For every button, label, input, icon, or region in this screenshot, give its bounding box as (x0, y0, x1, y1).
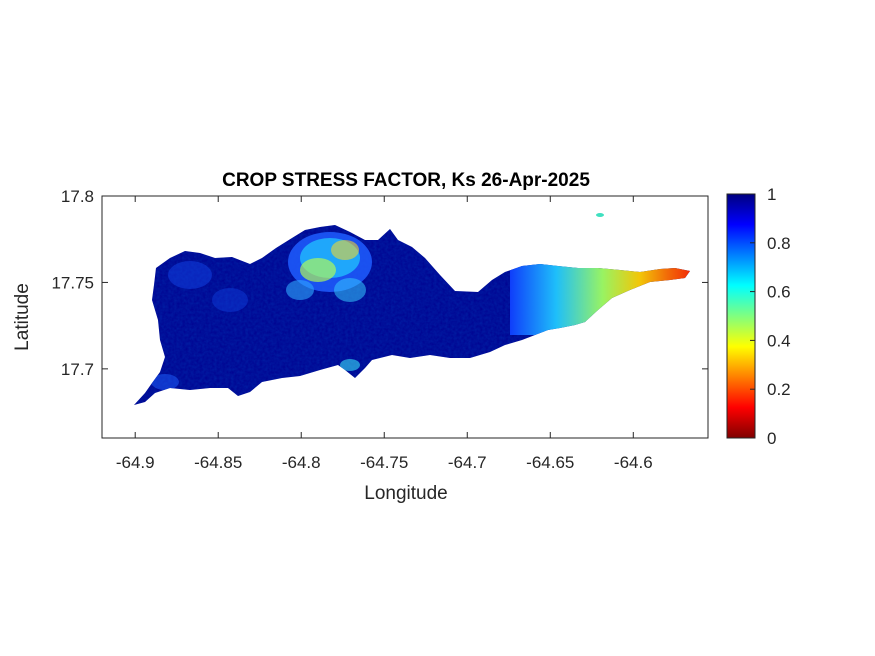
x-axis-ticks: -64.9 -64.85 -64.8 -64.75 -64.7 -64.65 -64.6 (116, 196, 653, 472)
x-axis-label: Longitude (364, 483, 447, 504)
x-tick-label: -64.65 (526, 453, 574, 472)
y-tick-label: 17.8 (61, 187, 94, 206)
colorbar-tick-label: 0 (767, 429, 776, 448)
x-tick-label: -64.75 (360, 453, 408, 472)
offshore-cay (596, 213, 604, 217)
x-tick-label: -64.6 (614, 453, 653, 472)
y-axis-label: Latitude (12, 283, 33, 351)
x-tick-label: -64.8 (282, 453, 321, 472)
x-tick-label: -64.7 (448, 453, 487, 472)
y-tick-label: 17.75 (51, 273, 94, 292)
colorbar-ticks: 0 0.2 0.4 0.6 0.8 1 (750, 185, 791, 448)
colorbar (726, 193, 756, 439)
y-tick-label: 17.7 (61, 360, 94, 379)
colorbar-tick-label: 0.2 (767, 380, 791, 399)
colorbar-tick-label: 1 (767, 185, 776, 204)
chart-title: CROP STRESS FACTOR, Ks 26-Apr-2025 (222, 170, 590, 191)
y-axis-ticks: 17.7 17.75 17.8 (51, 187, 708, 379)
colorbar-tick-label: 0.8 (767, 234, 791, 253)
x-tick-label: -64.9 (116, 453, 155, 472)
x-tick-label: -64.85 (194, 453, 242, 472)
colorbar-tick-label: 0.4 (767, 331, 791, 350)
colorbar-tick-label: 0.6 (767, 283, 791, 302)
